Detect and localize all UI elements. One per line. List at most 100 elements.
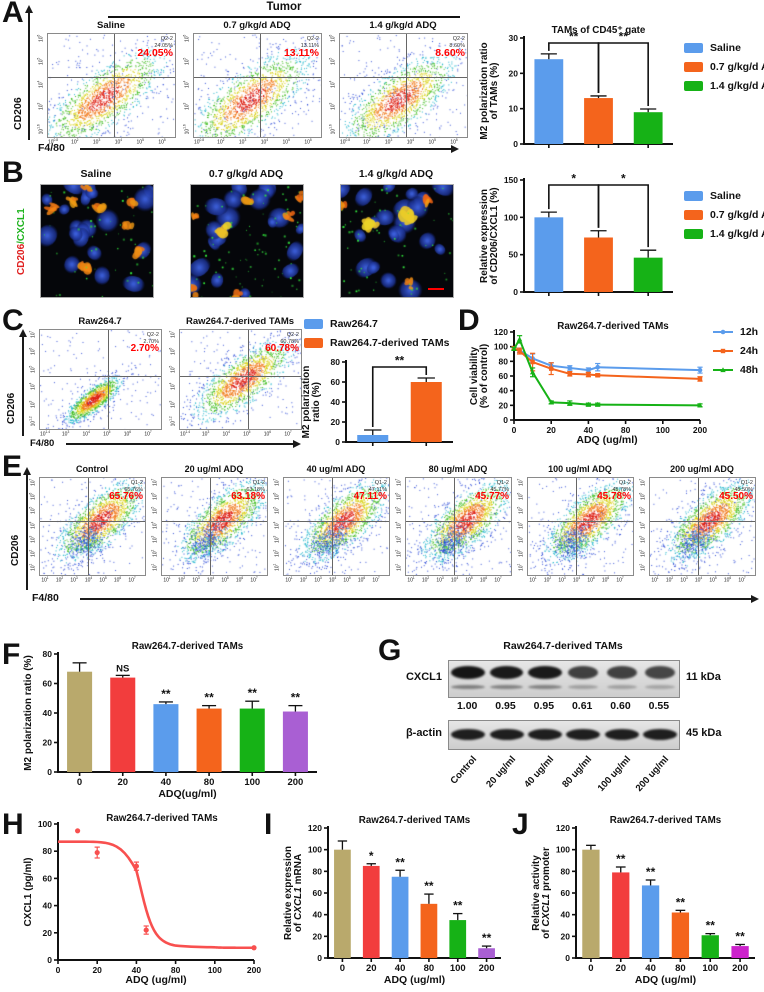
blot-quantification: 0.55 xyxy=(648,700,670,712)
flow-xtick: 103 xyxy=(192,576,200,584)
flow-plot-title: Saline xyxy=(97,20,125,31)
svg-text:60: 60 xyxy=(43,873,53,883)
flow-ytick: 103 xyxy=(36,102,45,111)
legend-item: 1.4 g/kg/d ADQ xyxy=(684,80,764,92)
flow-yticks: 106 105 104 103 101.6 xyxy=(36,33,47,138)
flow-yticks: 107 106 105 104 103 102 101 xyxy=(394,477,405,576)
flow-plot-area: Q1-2 45.77% 45.77% xyxy=(405,477,512,576)
legend-label: Saline xyxy=(710,190,741,202)
flow-xtick: 105 xyxy=(343,576,351,584)
svg-text:Raw264.7-derived TAMs: Raw264.7-derived TAMs xyxy=(106,813,218,824)
bar-200 xyxy=(478,948,495,958)
quadrant-hline xyxy=(48,77,175,79)
gate-label: Q2-2 24.05% xyxy=(154,36,173,50)
gate-percentage-highlight: 45.77% xyxy=(475,491,509,502)
flow-xtick: 102 xyxy=(177,576,186,584)
flow-plot-40ug: 40 ug/ml ADQ 107 106 105 104 103 102 101 Q1-2 47.… xyxy=(272,464,390,586)
gate-percentage: 45.78% xyxy=(612,486,631,493)
flow-ytick: 101 xyxy=(394,563,403,572)
panel-i-label: I xyxy=(264,808,273,841)
flow-xtick: 100.8 xyxy=(47,138,59,146)
svg-text:M2 polarization ratio: M2 polarization ratio xyxy=(479,42,490,139)
c_bar: 0 20 40 60 80 M2 polarization ratio (%) ** xyxy=(301,354,453,447)
gate-percentage-highlight: 13.11% xyxy=(283,47,319,59)
svg-text:*: * xyxy=(369,849,374,863)
svg-text:of CD206/CXCL1 (%): of CD206/CXCL1 (%) xyxy=(489,187,500,284)
blot-kda-11: 11 kDa xyxy=(686,671,721,683)
flow-xticks: 101 102 103 104 105 106 107 xyxy=(161,576,268,586)
panel-f-bar-chart: 0 20 40 60 80 M2 polarization ratio (%) Raw264… xyxy=(22,636,322,800)
series-24h xyxy=(513,347,701,380)
blot-band-bactin xyxy=(566,729,601,740)
legend-item: Raw264.7-derived TAMs xyxy=(304,337,449,349)
svg-text:0: 0 xyxy=(565,953,570,963)
panel-e-yaxis-arrow xyxy=(23,467,31,590)
flow-xticks: 101.4 103 104 105 106 107 xyxy=(179,430,302,440)
legend-item: Raw264.7 xyxy=(304,318,449,330)
flow-xticks: 100.8 102 103 104 105 105 xyxy=(193,138,322,148)
panel-c-bar-chart: 0 20 40 60 80 M2 polarization ratio (%) ** xyxy=(300,352,458,452)
legend-item: 0.7 g/kg/d ADQ xyxy=(684,61,764,73)
blot-band-cxcl1 xyxy=(528,666,562,679)
svg-text:of CXCL1 mRNA: of CXCL1 mRNA xyxy=(293,854,304,932)
flow-xtick: 105 xyxy=(709,576,717,584)
svg-text:80: 80 xyxy=(499,356,509,366)
microscopy-image-0p7 xyxy=(190,184,304,298)
panel-b-legend: Saline 0.7 g/kg/d ADQ 1.4 g/kg/d ADQ xyxy=(684,190,764,247)
svg-text:80: 80 xyxy=(561,866,571,876)
svg-text:200: 200 xyxy=(732,963,748,974)
gate-name: Q1-2 xyxy=(496,480,509,486)
flow-dot-cloud xyxy=(340,34,467,137)
svg-text:**: ** xyxy=(482,931,492,945)
gate-percentage-highlight: 8.60% xyxy=(435,47,465,59)
quadrant-hline xyxy=(180,375,301,377)
flow-plot-raw264: Raw264.7 107 106 105 104 103 101.2 Q2-2 2.70% 2.7… xyxy=(28,316,162,440)
flow-ytick: 106 xyxy=(36,34,45,43)
svg-text:80: 80 xyxy=(313,866,323,876)
svg-text:*: * xyxy=(621,172,626,186)
flow-xtick: 101 xyxy=(41,576,49,584)
quadrant-vline xyxy=(210,478,212,575)
flow-ytick: 101.6 xyxy=(36,124,45,135)
flow-plot-area: Q1-2 45.78% 45.78% xyxy=(527,477,634,576)
flow-ytick: 101 xyxy=(638,563,647,572)
row-label-cd206: CD206 xyxy=(16,244,27,276)
flow-plot-area: Q2-2 8.60% 8.60% xyxy=(339,33,468,138)
svg-text:**: ** xyxy=(453,899,463,913)
flow-yticks: 107 106 105 104 103 101.2 xyxy=(168,329,179,430)
panel-e-xaxis-label: F4/80 xyxy=(32,592,59,604)
svg-text:60: 60 xyxy=(561,888,571,898)
flow-ytick: 101.6 xyxy=(182,124,191,135)
micro-title-saline: Saline xyxy=(80,168,112,180)
f_bar: 0 20 40 60 80 M2 polarization ratio (%) Raw264… xyxy=(23,641,317,800)
svg-text:**: ** xyxy=(706,919,716,933)
flow-dot-cloud xyxy=(406,478,511,575)
flow-ytick: 103 xyxy=(328,102,337,111)
flow-xtick: 107 xyxy=(738,576,746,584)
flow-yticks: 107 106 105 104 103 102 101 xyxy=(638,477,649,576)
svg-text:20: 20 xyxy=(331,417,341,427)
blot-band-cxcl1 xyxy=(568,666,599,679)
flow-xtick: 102 xyxy=(55,576,64,584)
legend-label: 48h xyxy=(740,364,759,376)
blot-band-cxcl1 xyxy=(451,666,486,679)
blot-lane-label: 80 ug/ml xyxy=(560,754,595,791)
panel-d-line-chart: 0 20 40 60 80 100 120 0 20 40 80 100 200 Cell viabili… xyxy=(468,318,708,446)
sig-bracket xyxy=(597,184,649,248)
svg-text:80: 80 xyxy=(621,425,631,435)
flow-xtick: 102 xyxy=(665,576,674,584)
gate-label: Q1-2 45.77% xyxy=(490,480,509,494)
blot-row-label-cxcl1: CXCL1 xyxy=(405,671,442,683)
panel-e-yaxis-label: CD206 xyxy=(10,534,21,566)
svg-text:**: ** xyxy=(646,865,656,879)
flow-plot-title: 40 ug/ml ADQ xyxy=(306,464,366,474)
svg-text:**: ** xyxy=(161,687,171,701)
bar-200 xyxy=(731,946,749,958)
quadrant-hline xyxy=(284,520,389,522)
flow-plot-title: 100 ug/ml ADQ xyxy=(548,464,612,474)
panel-c-yaxis-label: CD206 xyxy=(6,392,17,424)
legend-swatch xyxy=(684,62,703,72)
panel-g-blot: Raw264.7-derived TAMs CXCL1 β-actin 11 kDa 4… xyxy=(392,640,764,816)
quadrant-vline xyxy=(406,34,408,137)
svg-text:0: 0 xyxy=(47,955,52,965)
